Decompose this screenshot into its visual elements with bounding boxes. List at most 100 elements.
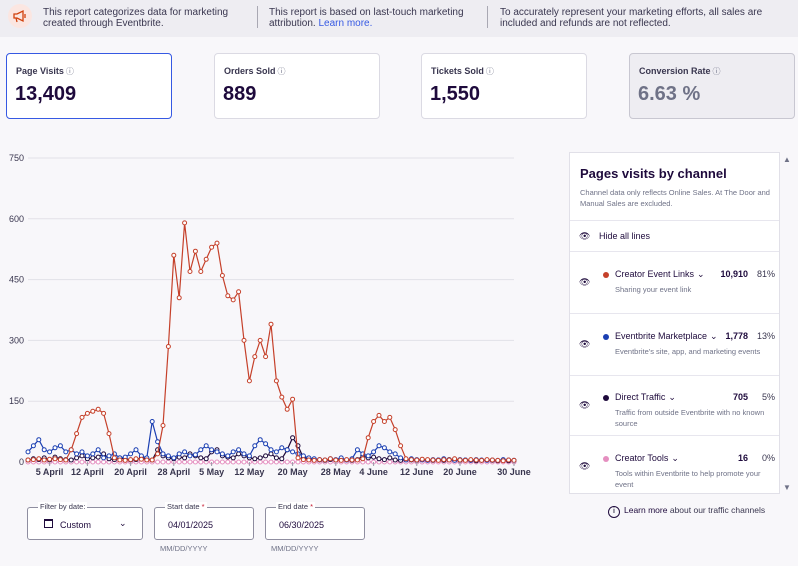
x-tick-label: 12 May — [234, 467, 264, 477]
data-point — [279, 456, 285, 462]
banner-divider — [487, 6, 488, 28]
data-point — [300, 457, 306, 463]
data-point — [500, 458, 506, 464]
data-point — [95, 454, 101, 460]
data-point — [284, 406, 290, 412]
data-point — [327, 456, 333, 462]
start-date-input[interactable]: Start date * 04/01/2025 — [154, 502, 254, 540]
eye-icon[interactable]: 👁 — [579, 277, 591, 287]
data-point — [52, 456, 58, 462]
end-date-value: 06/30/2025 — [279, 520, 325, 530]
info-icon[interactable]: ⓘ — [712, 67, 721, 76]
x-tick-label: 4 June — [359, 467, 388, 477]
data-point — [219, 459, 225, 465]
chevron-down-icon: ⌄ — [710, 331, 718, 341]
channel-count: 705 — [732, 392, 748, 402]
data-point — [171, 252, 177, 258]
metric-card-orders-sold[interactable]: Orders Sold ⓘ 889 — [214, 53, 380, 119]
data-point — [506, 457, 512, 463]
info-icon[interactable]: ⓘ — [485, 67, 494, 76]
data-point — [144, 457, 150, 463]
data-point — [128, 457, 134, 463]
x-tick-label: 12 June — [400, 467, 434, 477]
data-point — [192, 459, 198, 465]
data-point — [225, 453, 231, 459]
data-point — [376, 456, 382, 462]
data-point — [165, 459, 171, 465]
divider — [570, 313, 779, 314]
data-point — [155, 439, 161, 445]
data-point — [219, 451, 225, 457]
calendar-icon — [44, 519, 53, 528]
data-point — [279, 445, 285, 451]
divider — [570, 375, 779, 376]
scroll-down-arrow-icon[interactable]: ▼ — [783, 483, 791, 492]
data-point — [279, 394, 285, 400]
banner-learn-more-link[interactable]: Learn more. — [318, 18, 373, 29]
eye-icon[interactable]: 👁 — [579, 400, 591, 410]
data-point — [230, 459, 236, 465]
info-icon[interactable]: ⓘ — [277, 67, 286, 76]
data-point — [138, 456, 144, 462]
metric-card-conversion-rate[interactable]: Conversion Rate ⓘ 6.63 % — [629, 53, 795, 119]
data-point — [128, 451, 134, 457]
eye-icon[interactable]: 👁 — [579, 461, 591, 471]
data-point — [160, 459, 166, 465]
x-tick-label: 5 April — [36, 467, 64, 477]
learn-more-traffic: i Learn more about our traffic channels — [608, 505, 765, 518]
data-point — [214, 240, 220, 246]
channel-description: Eventbrite's site, app, and marketing ev… — [615, 347, 761, 356]
x-tick-label: 28 April — [157, 467, 190, 477]
data-point — [414, 457, 420, 463]
scroll-up-arrow-icon[interactable]: ▲ — [783, 155, 791, 164]
data-point — [149, 457, 155, 463]
data-point — [203, 456, 209, 462]
data-point — [214, 449, 220, 455]
data-point — [230, 297, 236, 303]
data-point — [381, 457, 387, 463]
channel-name[interactable]: Creator Tools ⌄ — [615, 453, 679, 463]
data-point — [371, 449, 377, 455]
data-point — [263, 441, 269, 447]
learn-more-link[interactable]: Learn more — [624, 505, 668, 515]
banner-divider — [257, 6, 258, 28]
end-date-input[interactable]: End date * 06/30/2025 — [265, 502, 365, 540]
data-point — [290, 396, 296, 402]
y-tick-label: 0 — [19, 457, 24, 467]
metric-card-tickets-sold[interactable]: Tickets Sold ⓘ 1,550 — [421, 53, 587, 119]
data-point — [425, 457, 431, 463]
eye-icon[interactable]: 👁 — [579, 339, 591, 349]
data-point — [381, 419, 387, 424]
info-icon[interactable]: ⓘ — [65, 67, 74, 76]
channel-row-eventbrite-marketplace[interactable]: 👁 Eventbrite Marketplace ⌄ 1,778 13% Even… — [570, 314, 779, 375]
channel-name[interactable]: Direct Traffic ⌄ — [615, 392, 676, 402]
metric-label: Page Visits ⓘ — [16, 66, 74, 76]
data-point — [133, 456, 139, 462]
x-tick-label: 30 June — [497, 467, 531, 477]
x-tick-label: 20 April — [114, 467, 147, 477]
metric-value: 13,409 — [15, 83, 77, 105]
channel-row-creator-tools[interactable]: 👁 Creator Tools ⌄ 16 0% Tools within Even… — [570, 436, 779, 493]
channel-row-creator-event-links[interactable]: 👁 Creator Event Links ⌄ 10,910 81% Sharin… — [570, 252, 779, 313]
filter-by-date-select[interactable]: Filter by date: Custom ⌄ — [27, 502, 143, 540]
metric-card-page-visits[interactable]: Page Visits ⓘ 13,409 — [6, 53, 172, 119]
data-point — [47, 456, 53, 462]
data-point — [392, 451, 398, 457]
end-date-label: End date * — [276, 502, 316, 511]
data-point — [230, 455, 236, 461]
hide-all-lines-toggle[interactable]: Hide all lines — [599, 231, 651, 241]
channel-row-direct-traffic[interactable]: 👁 Direct Traffic ⌄ 705 5% Traffic from ou… — [570, 375, 779, 436]
channel-name[interactable]: Creator Event Links ⌄ — [615, 269, 705, 279]
channel-name[interactable]: Eventbrite Marketplace ⌄ — [615, 331, 718, 341]
channel-description: Tools within Eventbrite to help promote … — [615, 469, 761, 489]
x-tick-label: 28 May — [321, 467, 351, 477]
filter-by-date-label: Filter by date: — [38, 502, 88, 511]
data-point — [441, 457, 447, 463]
page-visits-chart[interactable]: 0 150 300 450 600 750 5 April 12 April 20 April… — [0, 146, 560, 486]
data-point — [203, 443, 209, 449]
metric-value: 889 — [223, 83, 257, 105]
channel-count: 10,910 — [720, 269, 748, 279]
eye-icon[interactable]: 👁 — [579, 231, 591, 241]
data-point — [484, 457, 490, 463]
y-tick-label: 450 — [9, 275, 24, 285]
